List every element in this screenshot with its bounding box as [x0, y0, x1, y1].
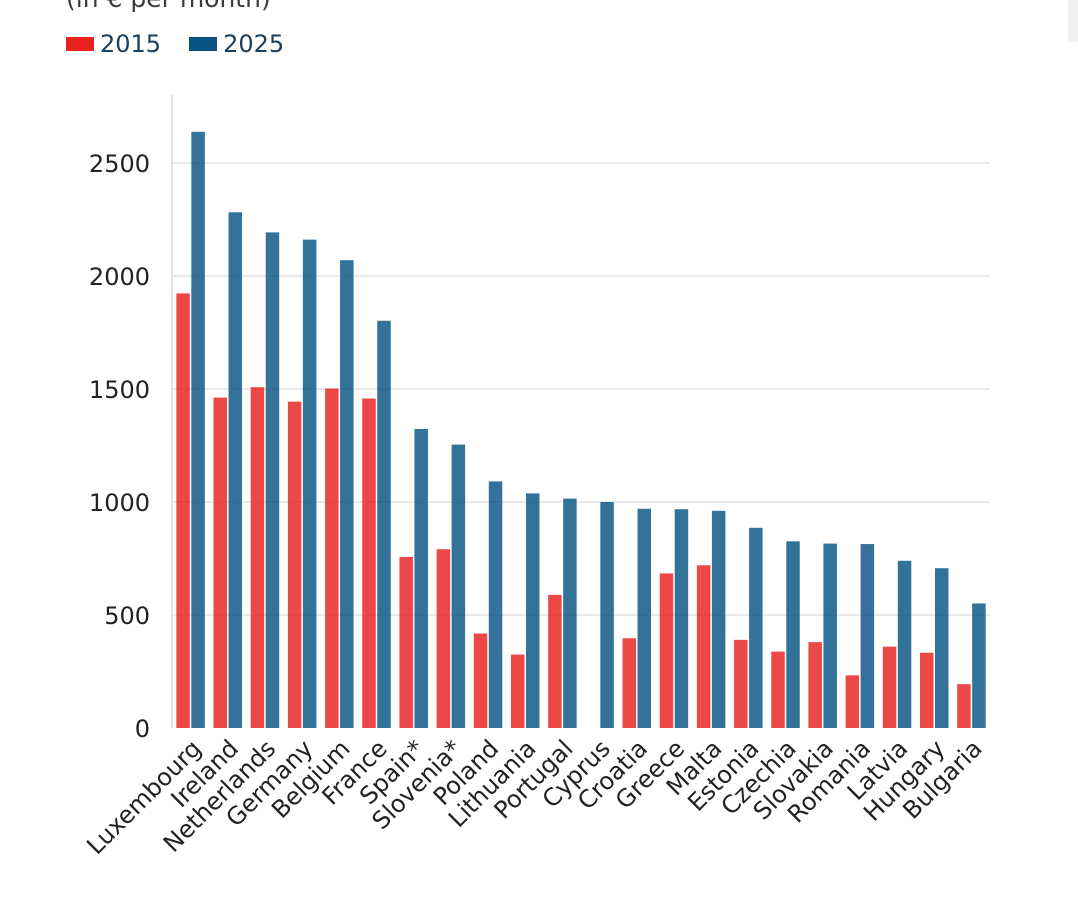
bar-2015-latvia[interactable] — [882, 646, 897, 728]
bar-2015-croatia[interactable] — [622, 638, 637, 728]
bar-2015-bulgaria[interactable] — [957, 684, 971, 728]
bar-2025-portugal[interactable] — [563, 498, 577, 728]
legend-item-2025[interactable]: 2025 — [189, 30, 284, 58]
bar-2015-portugal[interactable] — [548, 594, 562, 728]
bar-2025-estonia[interactable] — [749, 527, 763, 728]
bar-2025-germany[interactable] — [302, 239, 317, 728]
bar-2015-poland[interactable] — [473, 633, 488, 728]
bar-2025-cyprus[interactable] — [600, 502, 614, 728]
bar-2015-belgium[interactable] — [325, 388, 339, 728]
chart-legend: 2015 2025 — [66, 30, 312, 58]
bar-2015-luxembourg[interactable] — [176, 293, 190, 728]
legend-label-2025: 2025 — [223, 30, 285, 58]
scrollbar-stub — [1068, 0, 1078, 42]
legend-swatch-2025 — [189, 37, 218, 51]
legend-swatch-2015 — [66, 37, 94, 51]
bar-2015-hungary[interactable] — [919, 652, 934, 728]
y-tick-label: 1000 — [89, 489, 150, 517]
bar-2015-slovenia[interactable] — [436, 549, 451, 728]
x-axis-labels: LuxembourgIrelandNetherlandsGermanyBelgi… — [81, 734, 987, 860]
chart-subtitle: (in € per month) — [66, 0, 271, 13]
bar-2015-netherlands[interactable] — [250, 387, 265, 728]
legend-item-2015[interactable]: 2015 — [66, 30, 161, 58]
y-axis: 0 500 1000 1500 2000 2500 — [89, 95, 173, 743]
bar-2015-malta[interactable] — [696, 565, 711, 728]
bar-2025-ireland[interactable] — [228, 212, 243, 728]
bar-2025-latvia[interactable] — [897, 560, 912, 728]
y-tick-label: 1500 — [89, 376, 150, 404]
bar-2015-romania[interactable] — [845, 675, 860, 728]
bar-2015-greece[interactable] — [659, 573, 674, 728]
bar-2025-netherlands[interactable] — [265, 232, 280, 728]
bar-2015-slovakia[interactable] — [808, 642, 822, 728]
bars — [176, 131, 986, 728]
bar-2025-malta[interactable] — [711, 510, 726, 728]
bar-2015-estonia[interactable] — [734, 639, 748, 728]
bar-2025-czechia[interactable] — [786, 541, 800, 728]
y-tick-label: 2500 — [89, 150, 150, 178]
bar-2025-greece[interactable] — [674, 509, 689, 728]
bar-2025-bulgaria[interactable] — [972, 603, 986, 728]
bar-2015-ireland[interactable] — [213, 397, 228, 728]
bar-2025-spain[interactable] — [414, 429, 428, 728]
bar-2025-luxembourg[interactable] — [191, 131, 205, 728]
bar-2015-france[interactable] — [362, 398, 376, 728]
bar-2025-slovenia[interactable] — [451, 444, 466, 728]
bar-2025-slovakia[interactable] — [823, 543, 837, 728]
bar-2015-germany[interactable] — [287, 401, 302, 728]
y-tick-label: 500 — [104, 602, 150, 630]
bar-2025-lithuania[interactable] — [525, 493, 540, 728]
bar-2015-czechia[interactable] — [771, 651, 785, 728]
bar-2015-spain[interactable] — [399, 556, 413, 728]
y-tick-label: 2000 — [89, 263, 150, 291]
bar-2025-hungary[interactable] — [934, 568, 949, 728]
bar-2025-croatia[interactable] — [637, 508, 652, 728]
bar-2025-belgium[interactable] — [340, 260, 354, 728]
y-tick-label: 0 — [135, 715, 150, 743]
bar-2015-lithuania[interactable] — [510, 654, 525, 728]
bar-2025-france[interactable] — [377, 320, 391, 728]
legend-label-2015: 2015 — [100, 30, 162, 58]
bar-2025-poland[interactable] — [488, 481, 503, 728]
bar-2025-romania[interactable] — [860, 544, 875, 728]
